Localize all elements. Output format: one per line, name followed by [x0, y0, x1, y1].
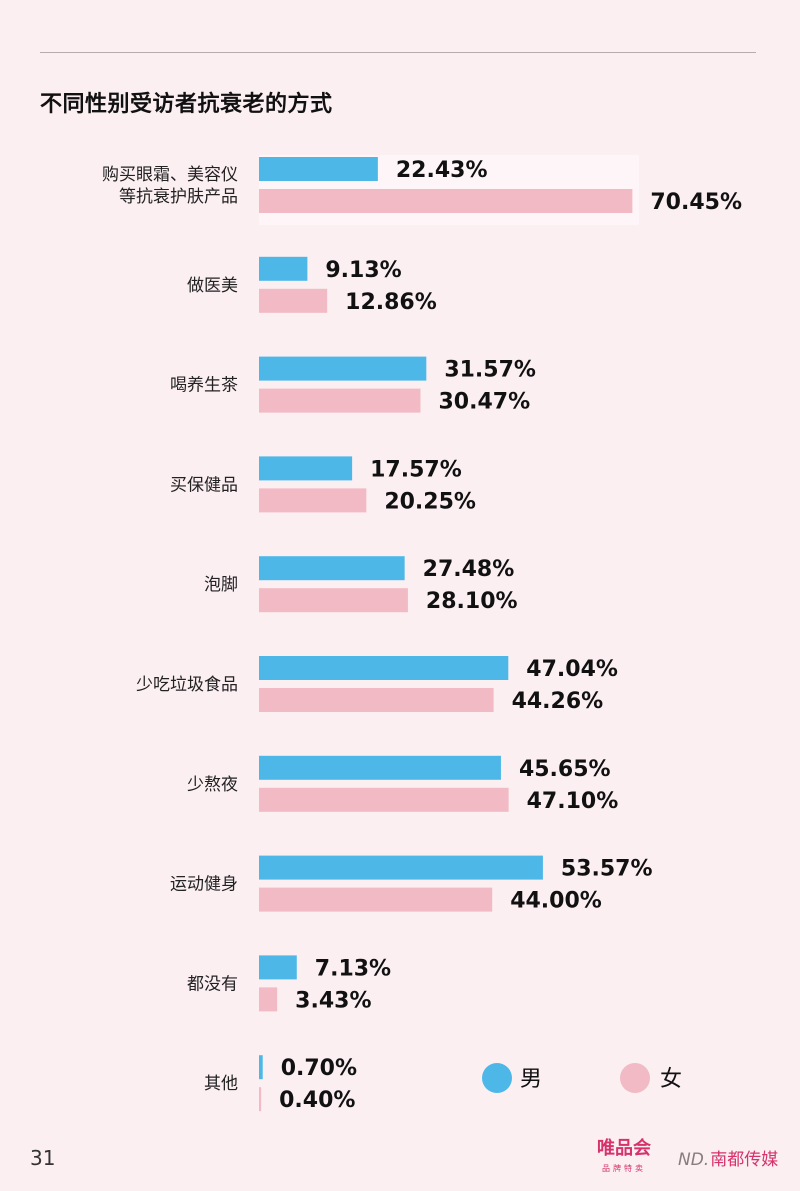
category-label: 等抗衰护肤产品: [119, 187, 238, 207]
bar-male: [259, 157, 378, 181]
data-label-male: 27.48%: [423, 557, 515, 582]
data-label-female: 20.25%: [384, 489, 476, 514]
vipshop-logo-text: 唯品会: [597, 1138, 651, 1159]
category-label: 做医美: [187, 276, 238, 296]
category-label: 少熬夜: [187, 774, 238, 795]
bar-male: [259, 656, 509, 680]
bar-female: [259, 488, 367, 513]
bar-male: [259, 955, 297, 980]
page-number: 31: [30, 1146, 56, 1170]
data-label-female: 3.43%: [295, 988, 371, 1013]
category-label: 买保健品: [170, 475, 238, 495]
data-label-female: 47.10%: [527, 789, 619, 814]
category-label: 少吃垃圾食品: [136, 675, 238, 695]
data-label-male: 22.43%: [396, 158, 488, 183]
legend-label-female: 女: [660, 1067, 682, 1092]
legend-swatch-female: [620, 1063, 650, 1093]
bar-male: [259, 356, 427, 381]
bar-female: [259, 189, 633, 213]
bar-male: [259, 1055, 263, 1080]
data-label-female: 30.47%: [438, 390, 530, 415]
data-label-male: 45.65%: [519, 757, 611, 782]
data-label-female: 44.00%: [510, 889, 602, 914]
bar-male: [259, 755, 501, 780]
vipshop-logo-subtext: 品牌特卖: [602, 1164, 646, 1173]
data-label-male: 53.57%: [561, 857, 653, 882]
bar-male: [259, 556, 405, 581]
category-label: 其他: [204, 1074, 238, 1094]
data-label-male: 17.57%: [370, 457, 462, 482]
bar-female: [259, 288, 328, 313]
bar-female: [259, 787, 509, 812]
data-label-female: 44.26%: [512, 689, 604, 714]
data-label-female: 12.86%: [345, 290, 437, 315]
category-label: 喝养生茶: [170, 376, 238, 396]
vipshop-logo: 唯品会 品牌特卖: [597, 1140, 651, 1178]
data-label-female: 70.45%: [650, 190, 742, 215]
bar-female: [259, 588, 408, 613]
data-label-male: 31.57%: [444, 358, 536, 383]
bar-female: [259, 987, 278, 1012]
category-label: 都没有: [187, 974, 238, 994]
nandu-logo-mark: ND.: [678, 1150, 710, 1170]
category-label: 运动健身: [170, 875, 238, 895]
data-label-female: 28.10%: [426, 589, 518, 614]
category-label: 购买眼霜、美容仪: [102, 165, 238, 185]
bar-female: [259, 388, 421, 413]
bar-female: [259, 688, 494, 712]
data-label-male: 47.04%: [526, 657, 618, 682]
bar-male: [259, 256, 308, 281]
data-label-male: 7.13%: [315, 956, 391, 981]
bar-male: [259, 855, 543, 880]
legend-label-male: 男: [520, 1067, 542, 1092]
bar-male: [259, 456, 353, 481]
nandu-logo-text: 南都传媒: [710, 1150, 779, 1170]
bar-female: [259, 1087, 262, 1112]
legend-swatch-male: [482, 1063, 512, 1093]
data-label-male: 9.13%: [325, 258, 401, 283]
data-label-male: 0.70%: [281, 1056, 357, 1081]
nandu-media-logo: ND.南都传媒: [678, 1145, 778, 1170]
category-label: 泡脚: [204, 575, 238, 595]
bar-female: [259, 887, 493, 912]
top-divider: [40, 52, 756, 53]
chart-title: 不同性别受访者抗衰老的方式: [40, 92, 333, 117]
data-label-female: 0.40%: [279, 1088, 355, 1113]
